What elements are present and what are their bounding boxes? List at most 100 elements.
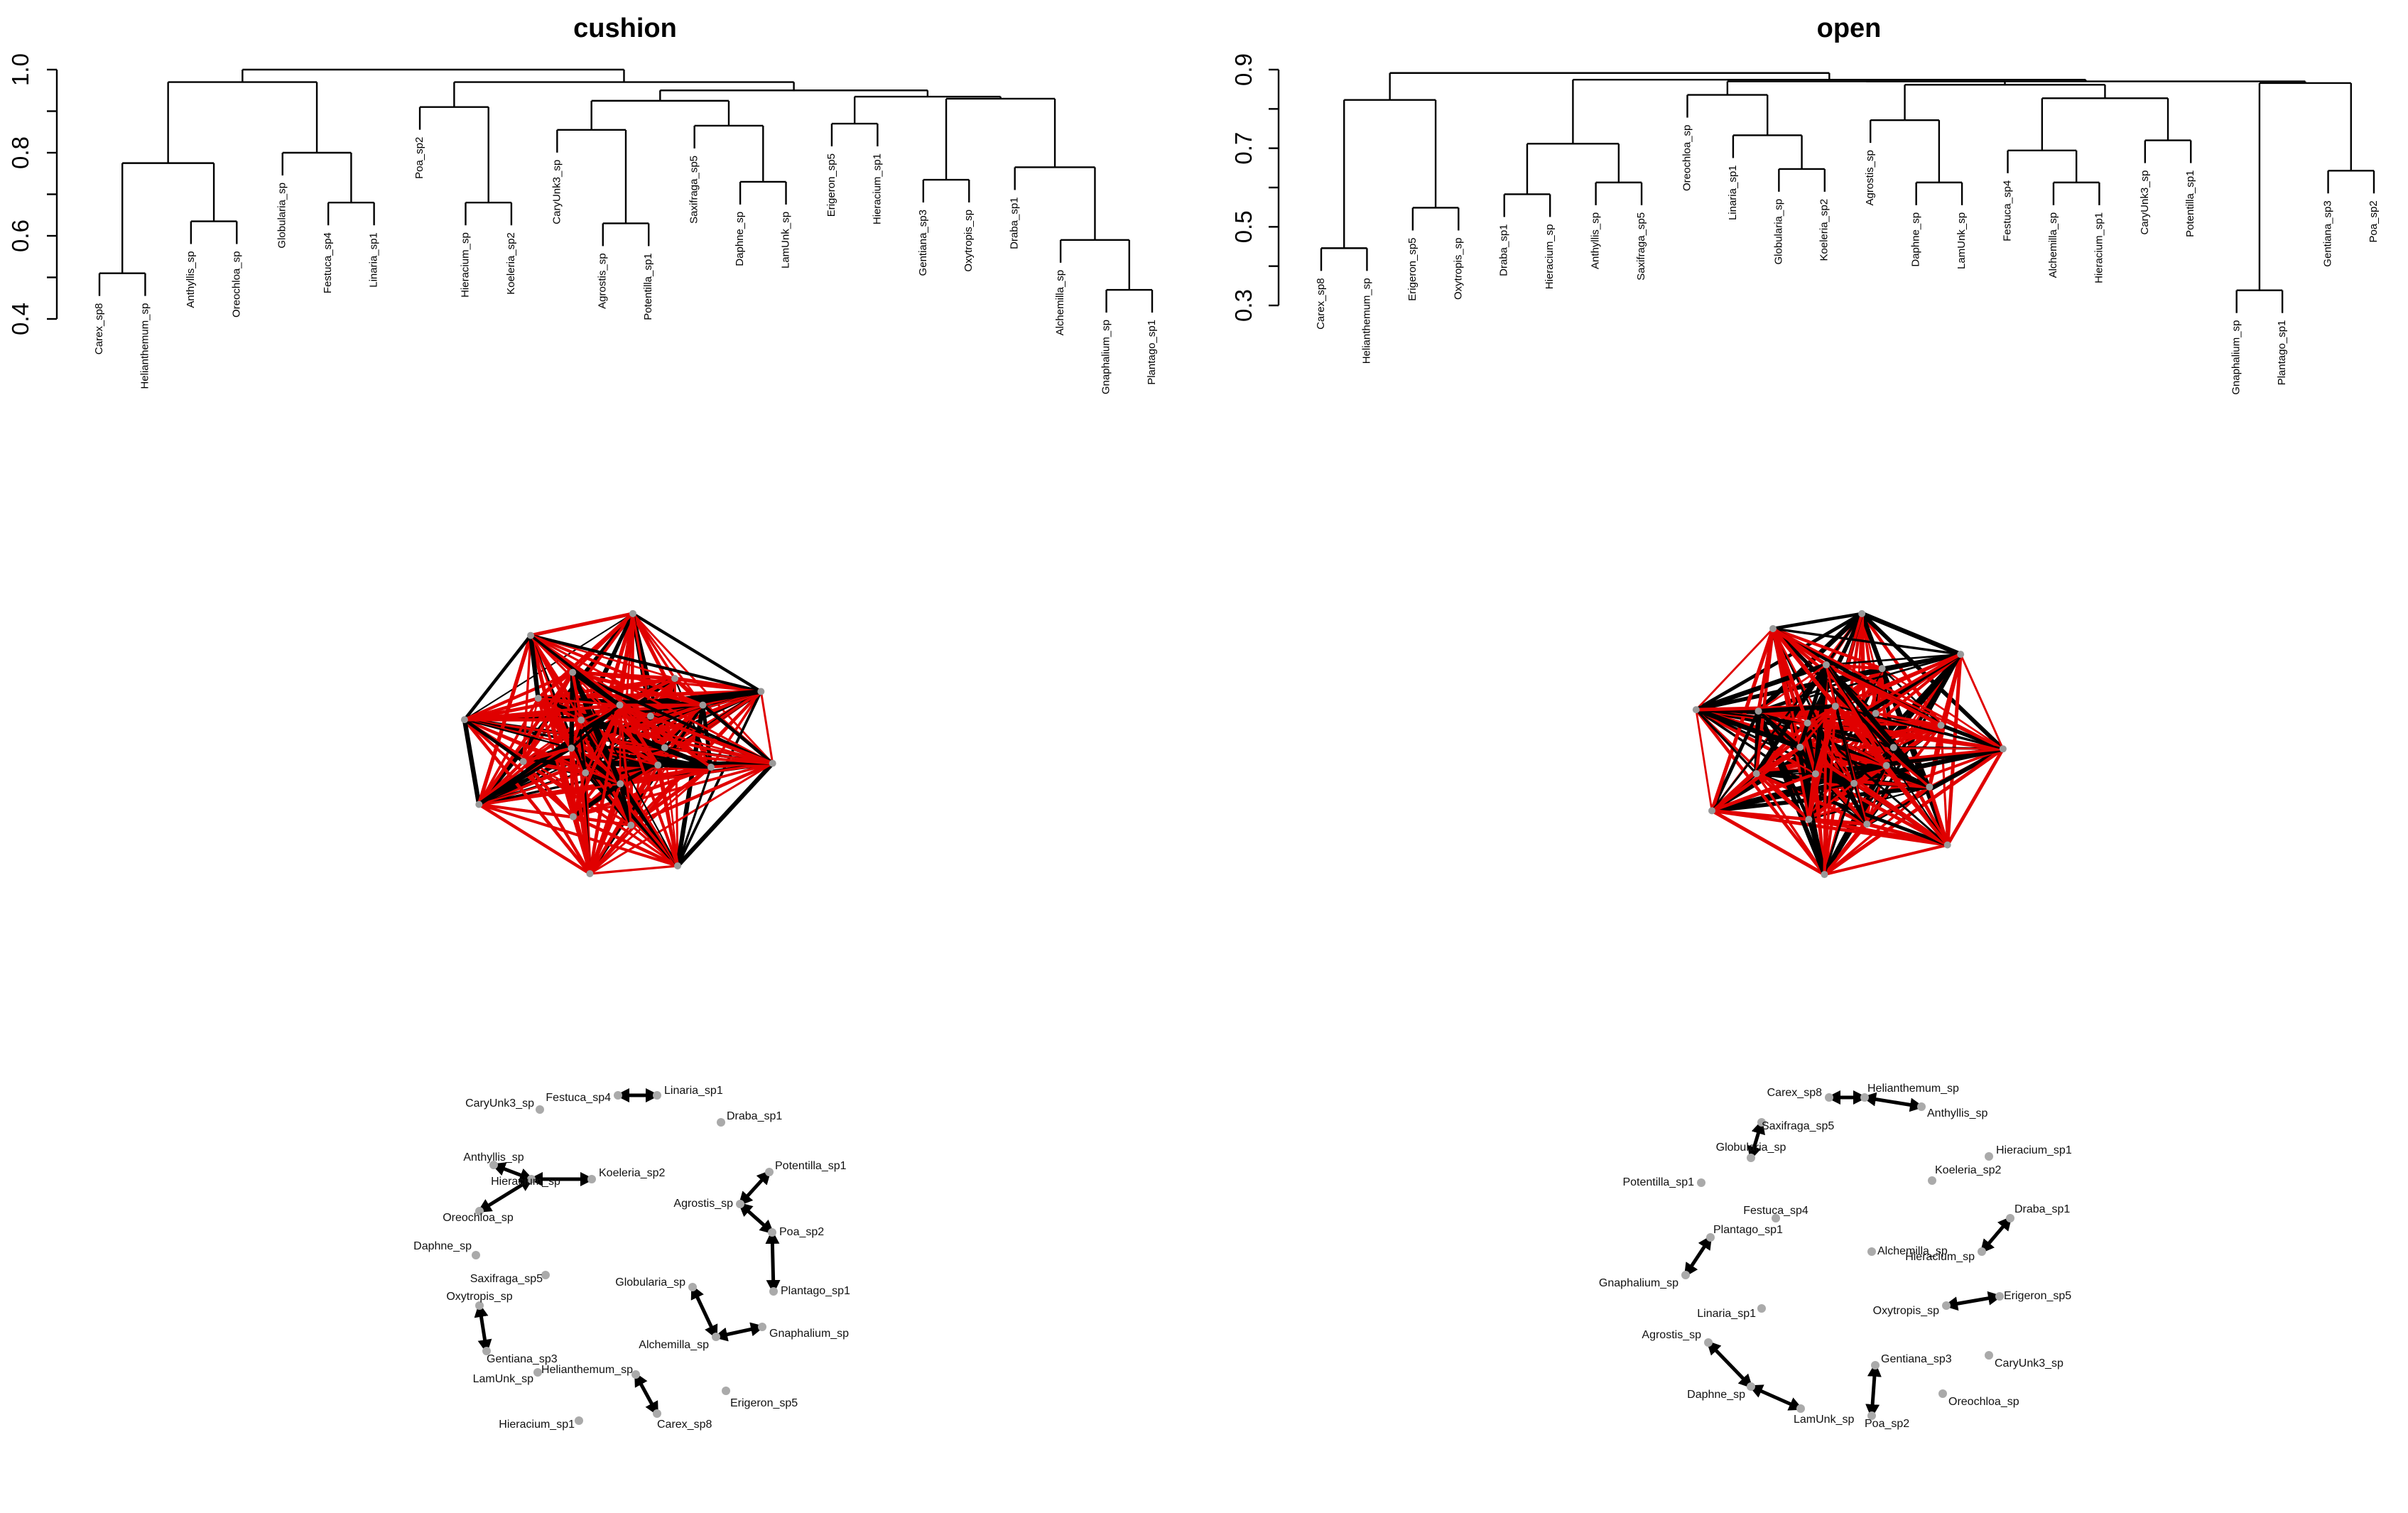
- node-label-saxifraga-sp5: Saxifraga_sp5: [1762, 1120, 1834, 1132]
- node-hieracium-sp: [1978, 1247, 1986, 1256]
- leaf-label-plantago-sp1: Plantago_sp1: [2276, 320, 2288, 386]
- network-node: [582, 769, 590, 777]
- network-node: [1850, 779, 1858, 787]
- node-label-helianthemum-sp: Helianthemum_sp: [541, 1364, 633, 1376]
- positive-edge: [1833, 705, 1949, 847]
- network-node: [617, 780, 624, 788]
- network-node: [568, 744, 575, 752]
- leaf-label-hieracium-sp1: Hieracium_sp1: [871, 153, 883, 224]
- leaf-label-gentiana-sp3: Gentiana_sp3: [917, 210, 929, 276]
- negative-edge: [1824, 663, 1932, 789]
- network-edge: [491, 1162, 534, 1182]
- leaf-label-carex-sp8: Carex_sp8: [93, 303, 105, 355]
- node-label-globularia-sp: Globularia_sp: [1716, 1141, 1786, 1154]
- positive-edge: [571, 704, 622, 818]
- negative-edge: [571, 671, 622, 707]
- positive-edge: [536, 697, 573, 749]
- positive-edge: [1946, 654, 1963, 845]
- node-caryunk3-sp: [536, 1105, 544, 1114]
- positive-edge: [522, 698, 539, 762]
- positive-edge: [1823, 613, 1864, 875]
- leaf-label-koeleria-sp2: Koeleria_sp2: [1818, 199, 1831, 261]
- node-label-draba-sp1: Draba_sp1: [727, 1110, 782, 1122]
- node-label-oreochloa-sp: Oreochloa_sp: [1948, 1396, 2019, 1408]
- leaf-label-draba-sp1: Draba_sp1: [1498, 224, 1510, 276]
- network-node: [1872, 710, 1880, 717]
- negative-edge: [676, 761, 774, 868]
- leaf-label-potentilla-sp1: Potentilla_sp1: [2184, 170, 2196, 237]
- network-node: [1752, 770, 1760, 778]
- positive-edge: [1823, 823, 1868, 876]
- negative-edge: [530, 634, 761, 693]
- node-lamunk-sp: [1796, 1404, 1805, 1413]
- node-carex-sp8: [1825, 1093, 1833, 1102]
- positive-edge: [1824, 663, 1888, 767]
- network-open-reduced-panel: Carex_sp8 Helianthemum_sp Anthyllis_sp Saxi…: [1599, 1083, 2072, 1430]
- leaf-label-poa-sp2: Poa_sp2: [413, 137, 425, 179]
- negative-edge: [631, 612, 762, 693]
- leaf-label-hieracium-sp: Hieracium_sp: [1544, 224, 1556, 289]
- node-label-poa-sp2: Poa_sp2: [1865, 1418, 1909, 1430]
- network-edge: [1980, 1215, 2012, 1254]
- leaf-label-globularia-sp: Globularia_sp: [1772, 199, 1784, 265]
- leaf-label-gnaphalium-sp: Gnaphalium_sp: [2230, 320, 2242, 395]
- network-node: [699, 701, 707, 709]
- node-label-oxytropis-sp: Oxytropis_sp: [1873, 1305, 1939, 1317]
- network-node: [1708, 807, 1716, 815]
- network-node: [569, 668, 577, 676]
- positive-edge: [1771, 627, 1837, 707]
- node-helianthemum-sp: [631, 1370, 640, 1379]
- node-label-plantago-sp1: Plantago_sp1: [1713, 1224, 1783, 1236]
- network-edge: [713, 1322, 765, 1342]
- node-label-carex-sp8: Carex_sp8: [657, 1419, 712, 1431]
- node-potentilla-sp1: [765, 1168, 774, 1176]
- network-open-full-panel: [1692, 609, 2007, 879]
- node-agrostis-sp: [1704, 1338, 1713, 1347]
- leaf-label-potentilla-sp1: Potentilla_sp1: [642, 253, 654, 320]
- positive-edge: [478, 803, 591, 875]
- chart-title: cushion: [573, 13, 677, 43]
- network-node: [757, 688, 765, 695]
- positive-edge: [1695, 628, 1774, 711]
- dendrogram-open-panel: open 0.3 0.5 0.7 0.9 Carex_sp8 Helianthemum_sp…: [1230, 13, 2380, 395]
- network-node: [1804, 719, 1811, 727]
- leaf-label-oxytropis-sp: Oxytropis_sp: [962, 210, 975, 272]
- network-node: [1822, 661, 1830, 668]
- y-tick-label: 0.3: [1230, 289, 1257, 322]
- node-alchemilla-sp: [1867, 1247, 1876, 1256]
- network-node: [1937, 722, 1945, 730]
- network-node: [1999, 745, 2007, 753]
- negative-edge: [572, 671, 774, 765]
- node-hieracium-sp1: [1985, 1152, 1993, 1161]
- negative-edge: [528, 635, 541, 699]
- network-node: [1821, 871, 1828, 879]
- positive-edge: [463, 718, 592, 875]
- y-tick-label: 0.8: [7, 136, 33, 169]
- leaf-label-erigeron-sp5: Erigeron_sp5: [1406, 237, 1419, 300]
- network-node: [629, 609, 636, 617]
- network-node: [1796, 743, 1804, 751]
- node-potentilla-sp1: [1697, 1178, 1705, 1187]
- negative-edge: [462, 719, 482, 806]
- positive-edge: [1823, 747, 2005, 877]
- network-edge: [1748, 1384, 1804, 1411]
- leaf-label-agrostis-sp: Agrostis_sp: [597, 253, 609, 308]
- positive-edge: [1772, 628, 1802, 748]
- node-label-erigeron-sp5: Erigeron_sp5: [2004, 1290, 2071, 1302]
- leaf-label-oreochloa-sp: Oreochloa_sp: [1681, 125, 1693, 191]
- leaf-label-koeleria-sp2: Koeleria_sp2: [505, 232, 517, 295]
- node-draba-sp1: [717, 1118, 725, 1127]
- node-label-potentilla-sp1: Potentilla_sp1: [775, 1160, 847, 1172]
- positive-edge: [1710, 745, 1801, 813]
- node-label-draba-sp1: Draba_sp1: [2014, 1203, 2070, 1215]
- positive-edge: [619, 704, 712, 769]
- negative-edge: [1758, 704, 1836, 714]
- positive-edge: [618, 704, 660, 766]
- positive-edge: [584, 704, 621, 774]
- node-gentiana-sp3: [1871, 1361, 1880, 1370]
- negative-edge: [1826, 653, 1961, 666]
- dendrogram-cushion-panel: cushion 0.4 0.6 0.8 1.0 Carex_sp8 Helianthemum…: [7, 13, 1158, 394]
- positive-edge: [589, 824, 632, 874]
- positive-edge: [588, 705, 622, 874]
- positive-edge: [529, 635, 573, 749]
